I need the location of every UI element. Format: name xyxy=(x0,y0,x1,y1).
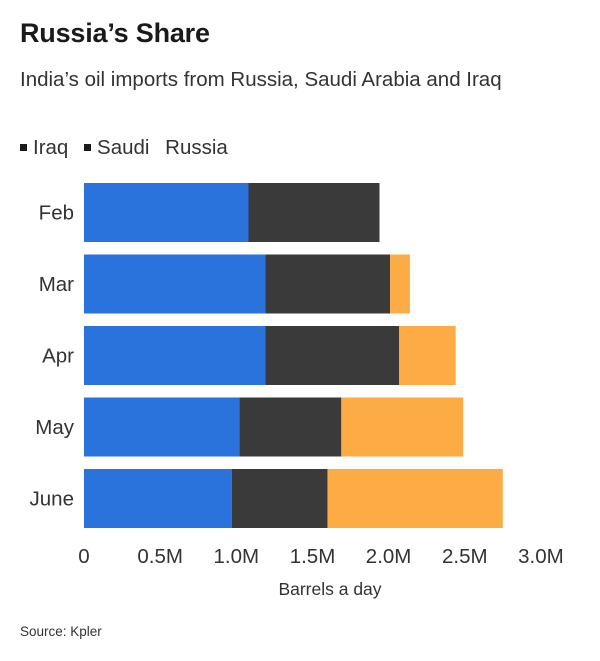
bar-may-russia xyxy=(341,397,464,457)
bar-chart: Feb Mar Apr May June 0 0.5M 1.0M 1.5M 2.0M 2.5M 3.0… xyxy=(30,183,564,599)
bar-apr-iraq xyxy=(84,326,266,385)
x-tick-label: 0.5M xyxy=(137,545,183,568)
x-tick-label: 0 xyxy=(78,545,89,568)
bar-june-russia xyxy=(327,469,503,528)
legend-label-iraq: Iraq xyxy=(33,136,69,159)
legend-label-saudi: Saudi xyxy=(97,136,150,159)
legend-entry-saudi: Saudi xyxy=(84,136,149,159)
bar-may-iraq xyxy=(84,397,240,457)
chart-title: Russia’s Share xyxy=(20,18,210,48)
legend-entry-iraq: Iraq xyxy=(20,136,68,159)
bar-feb-iraq xyxy=(84,183,249,242)
bar-feb-saudi xyxy=(248,183,380,242)
x-axis-label: Barrels a day xyxy=(278,579,381,599)
legend-label-russia: Russia xyxy=(165,136,228,159)
bar-apr-saudi xyxy=(265,326,400,385)
legend-swatch-saudi xyxy=(84,144,92,152)
x-tick-label: 2.5M xyxy=(442,545,488,568)
source-note: Source: Kpler xyxy=(20,624,102,639)
legend-swatch-iraq xyxy=(20,144,27,152)
x-tick-label: 1.5M xyxy=(290,545,336,568)
bar-mar-iraq xyxy=(84,254,266,314)
chart-subtitle: India’s oil imports from Russia, Saudi A… xyxy=(20,68,502,91)
category-label-june: June xyxy=(30,488,74,511)
category-label-apr: Apr xyxy=(42,345,74,368)
category-label-may: May xyxy=(35,416,74,439)
bar-june-saudi xyxy=(231,469,328,528)
bar-may-saudi xyxy=(239,397,342,457)
category-label-mar: Mar xyxy=(39,273,74,296)
legend: Iraq Saudi Russia xyxy=(20,136,228,160)
x-tick-label: 3.0M xyxy=(518,545,564,568)
bar-apr-russia xyxy=(399,326,456,385)
bar-june-iraq xyxy=(84,469,232,528)
bar-mar-saudi xyxy=(265,254,391,314)
category-label-feb: Feb xyxy=(39,202,74,225)
x-tick-label: 2.0M xyxy=(366,545,412,568)
bar-mar-russia xyxy=(390,254,410,314)
x-tick-label: 1.0M xyxy=(214,545,260,568)
